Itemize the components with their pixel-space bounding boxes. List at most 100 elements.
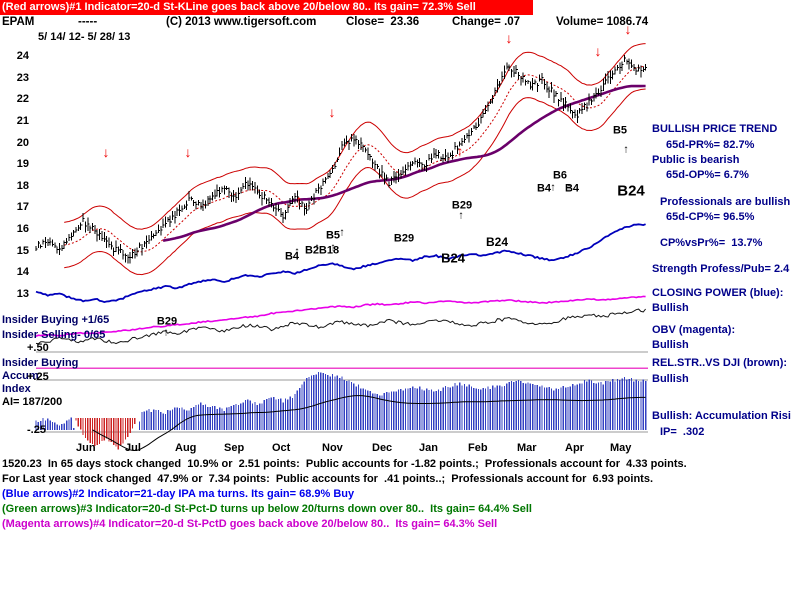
month-label: Oct bbox=[272, 442, 291, 454]
month-label: Aug bbox=[175, 442, 197, 454]
left-scale-label: AI= 187/200 bbox=[2, 396, 63, 408]
right-panel-line: Professionals are bullish bbox=[660, 196, 791, 208]
signal-arrow-icon: ↑ bbox=[339, 226, 345, 239]
y-axis-label: 16 bbox=[16, 223, 29, 236]
signal-arrow-icon: ↑ bbox=[330, 241, 336, 254]
signal-arrow-icon: ↓ bbox=[594, 43, 602, 59]
y-axis-label: 17 bbox=[16, 201, 29, 214]
copyright-label: (C) 2013 www.tigersoft.com bbox=[166, 16, 317, 28]
change-value: Change= .07 bbox=[452, 16, 521, 28]
y-axis-label: 14 bbox=[16, 266, 29, 279]
y-axis-label: 18 bbox=[16, 179, 29, 192]
buy-signal-label: B5 bbox=[612, 124, 628, 137]
relative-strength-line bbox=[35, 308, 646, 345]
price-bands bbox=[64, 43, 646, 276]
month-label: Dec bbox=[372, 442, 393, 454]
buy-signal-label: B24 bbox=[617, 182, 645, 200]
right-panel-line: Bullish bbox=[652, 339, 689, 351]
right-panel-line: Strength Profess/Pub= 2.4 bbox=[652, 263, 790, 275]
buy-signal-label: B29 bbox=[393, 232, 415, 245]
footer-line: (Green arrows)#3 Indicator=20-d St-Pct-D… bbox=[2, 503, 532, 515]
right-panel-line: 65d-OP%= 6.7% bbox=[666, 169, 749, 181]
buy-signal-label: B18 bbox=[318, 244, 340, 257]
month-label: Mar bbox=[517, 442, 537, 454]
buy-signal-label: B6 bbox=[552, 169, 568, 182]
buy-signal-label: B4 bbox=[536, 182, 552, 195]
reference-lines bbox=[36, 351, 648, 433]
footer-line: For Last year stock changed 47.9% or 7.3… bbox=[2, 473, 653, 485]
right-panel-line: BULLISH PRICE TREND bbox=[652, 123, 778, 135]
month-label: Jul bbox=[125, 442, 141, 454]
buy-signal-label: B4 bbox=[284, 250, 300, 263]
signal-arrow-icon: ↑ bbox=[550, 181, 556, 194]
y-axis-label: 21 bbox=[16, 114, 29, 127]
indicator1-banner: (Red arrows)#1 Indicator=20-d St-KLine g… bbox=[0, 0, 533, 15]
right-panel-line: CLOSING POWER (blue): bbox=[652, 287, 784, 299]
y-axis-label: 19 bbox=[16, 158, 29, 171]
buy-signal-label: B4 bbox=[564, 182, 580, 195]
ticker-symbol: EPAM bbox=[2, 16, 35, 28]
right-panel-line: IP= .302 bbox=[660, 426, 705, 438]
signal-arrow-icon: ↑ bbox=[458, 209, 464, 222]
footer-line: 1520.23 In 65 days stock changed 10.9% o… bbox=[2, 458, 687, 470]
left-scale-label: -.25 bbox=[27, 424, 46, 436]
left-scale-label: Index bbox=[2, 383, 31, 395]
right-panel-line: OBV (magenta): bbox=[652, 324, 736, 336]
long-ma bbox=[162, 84, 646, 242]
footer-stats: 1520.23 In 65 days stock changed 10.9% o… bbox=[2, 457, 687, 532]
signal-arrow-icon: ↓ bbox=[328, 104, 336, 120]
y-axis-label: 20 bbox=[16, 136, 29, 149]
accumulation-ma bbox=[92, 395, 646, 452]
signal-arrow-icon: ↑ bbox=[163, 326, 169, 339]
signal-arrow-icon: ↑ bbox=[314, 241, 320, 254]
signal-arrow-icon: ↑ bbox=[295, 192, 303, 208]
buy-signal-label: B29 bbox=[451, 199, 473, 212]
right-panel-line: Bullish: Accumulation Risi bbox=[652, 410, 791, 422]
price-bars bbox=[35, 55, 648, 264]
footer-line: (Blue arrows)#2 Indicator=21-day IPA ma … bbox=[2, 488, 355, 500]
title-dashes: ----- bbox=[78, 16, 98, 28]
month-label: Feb bbox=[468, 442, 488, 454]
obv-line bbox=[35, 295, 646, 337]
left-scale-label: Insider Selling- 0/65 bbox=[2, 329, 106, 341]
y-axis-label: 15 bbox=[16, 244, 29, 257]
signal-arrow-icon: ↓ bbox=[102, 144, 110, 160]
left-scale-label: Insider Buying +1/65 bbox=[2, 314, 110, 326]
right-panel-line: CP%vsPr%= 13.7% bbox=[660, 237, 763, 249]
y-axis-label: 23 bbox=[16, 71, 29, 84]
left-scale-label: +.50 bbox=[27, 342, 49, 354]
closing-power-line bbox=[35, 223, 646, 304]
month-label: Jun bbox=[76, 442, 96, 454]
signal-arrow-icon: ↓ bbox=[184, 144, 192, 160]
month-label: Nov bbox=[322, 442, 343, 454]
y-axis-label: 22 bbox=[16, 93, 29, 106]
buy-signal-label: B24 bbox=[485, 235, 509, 249]
left-scale-label: +.25 bbox=[27, 371, 49, 383]
buy-signal-label: B29 bbox=[156, 315, 178, 328]
footer-line: (Magenta arrows)#4 Indicator=20-d St-Pct… bbox=[2, 518, 498, 530]
signal-arrow-icon: ↑ bbox=[623, 143, 629, 156]
right-panel-line: Bullish bbox=[652, 302, 689, 314]
month-label: Apr bbox=[565, 442, 584, 454]
signal-arrow-icon: ↑ bbox=[456, 143, 464, 159]
left-scale-label: Accum bbox=[2, 370, 39, 382]
signal-arrow-icon: ↑ bbox=[566, 181, 572, 194]
close-value: Close= 23.36 bbox=[346, 16, 420, 28]
month-label: Sep bbox=[224, 442, 245, 454]
date-range-label: 5/ 14/ 12- 5/ 28/ 13 bbox=[38, 31, 131, 43]
buy-signal-label: B2 bbox=[304, 244, 320, 257]
month-label: Jan bbox=[419, 442, 438, 454]
buy-signal-label: B24 bbox=[441, 250, 465, 266]
y-axis-label: 24 bbox=[16, 50, 29, 62]
buy-signal-label: B5 bbox=[325, 229, 341, 242]
left-scale-label: Insider Buying bbox=[2, 357, 79, 369]
month-label: May bbox=[610, 442, 632, 454]
right-panel-line: REL.STR..VS DJI (brown): bbox=[652, 357, 788, 369]
y-axis-label: 13 bbox=[16, 288, 29, 300]
accumulation-histogram bbox=[35, 371, 647, 450]
volume-value: Volume= 1086.74 bbox=[556, 16, 649, 28]
right-panel-line: 65d-CP%= 96.5% bbox=[666, 211, 755, 223]
signal-arrow-icon: ↑ bbox=[294, 245, 300, 258]
right-panel-line: 65d-PR%= 82.7% bbox=[666, 139, 755, 151]
